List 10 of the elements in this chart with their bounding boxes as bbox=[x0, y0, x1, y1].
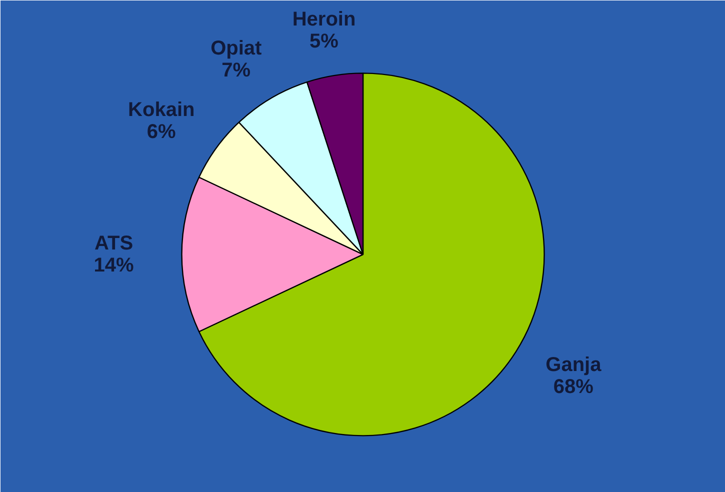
data-label: 6% bbox=[146, 121, 176, 144]
data-label: 5% bbox=[310, 30, 339, 52]
slice-label: ATS bbox=[94, 232, 134, 254]
slice-label: Heroin bbox=[292, 8, 356, 30]
slice-label: Opiat bbox=[210, 37, 262, 60]
data-label: 14% bbox=[94, 254, 134, 276]
slice-label: Kokain bbox=[128, 99, 195, 122]
data-label: 7% bbox=[222, 59, 251, 82]
slice-label: Ganja bbox=[546, 354, 602, 376]
data-label: 68% bbox=[553, 376, 594, 398]
